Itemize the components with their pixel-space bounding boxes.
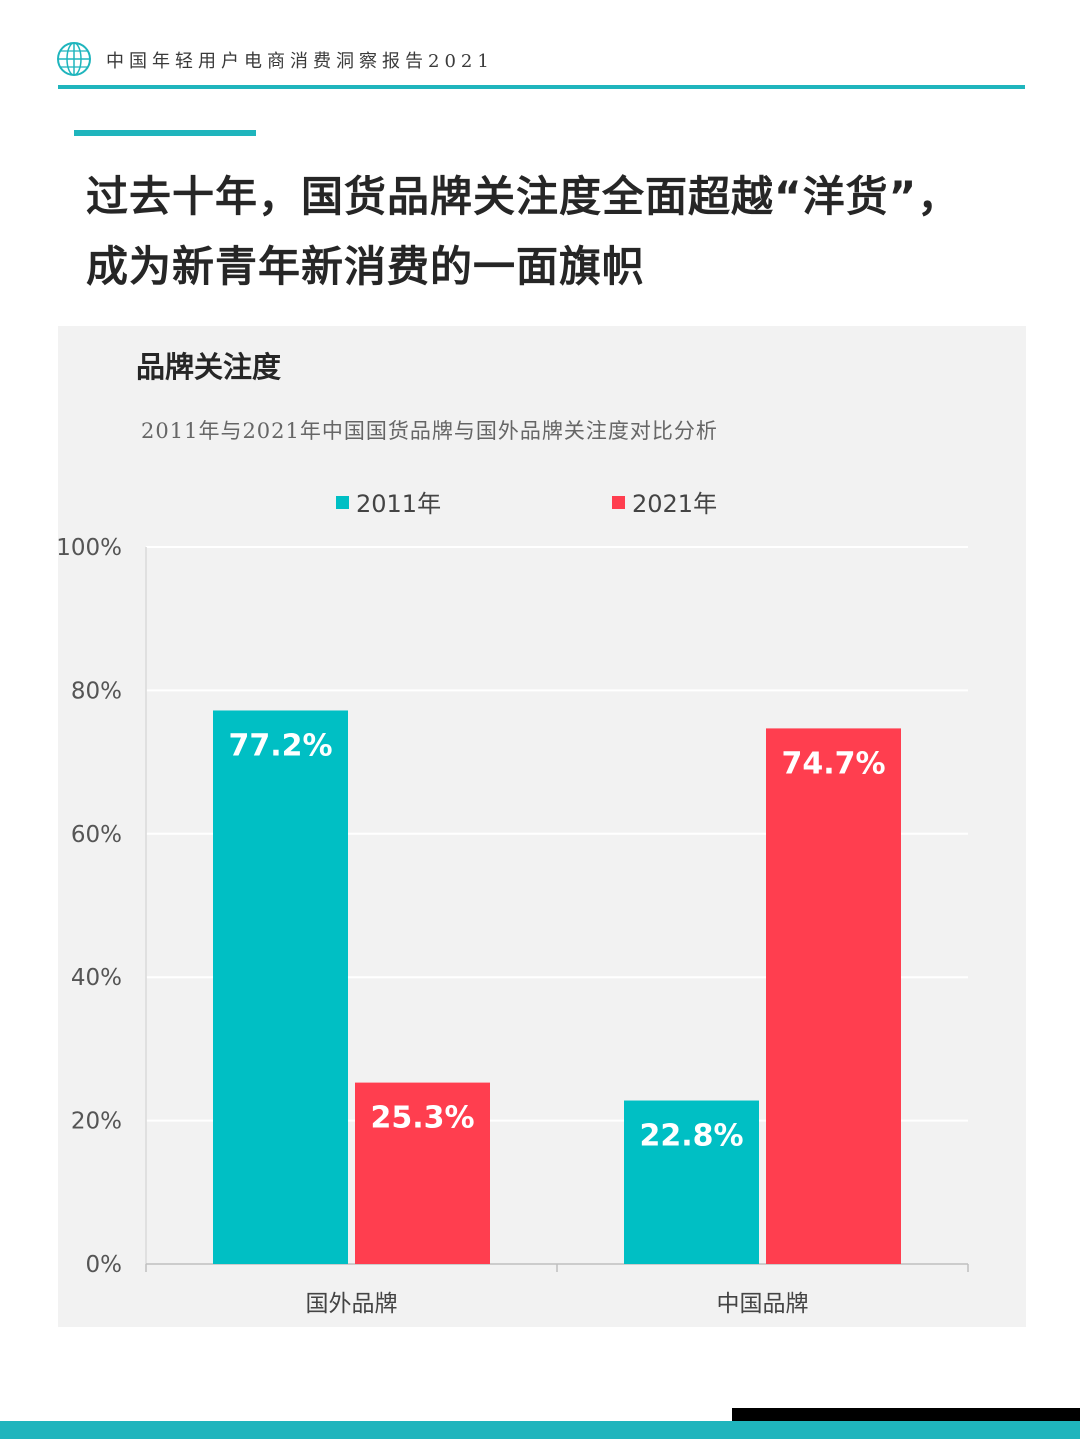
footer-teal-bar (0, 1421, 1080, 1439)
legend-label: 2021年 (632, 490, 717, 518)
bar (355, 1082, 490, 1264)
bar (213, 710, 348, 1264)
footer-black-bar (732, 1408, 1080, 1421)
headline-line-1: 过去十年，国货品牌关注度全面超越“洋货”， (86, 172, 961, 221)
globe-icon (57, 42, 91, 76)
header-divider (58, 85, 1025, 89)
x-tick-label: 中国品牌 (717, 1291, 809, 1317)
x-tick-label: 国外品牌 (306, 1291, 398, 1317)
legend-label: 2011年 (356, 490, 441, 518)
y-tick-label: 20% (71, 1109, 122, 1135)
bar (624, 1100, 759, 1264)
accent-bar (74, 130, 256, 136)
bar (766, 728, 901, 1264)
legend-swatch (336, 496, 349, 509)
y-tick-label: 60% (71, 822, 122, 848)
data-label: 74.7% (781, 746, 885, 781)
data-label: 22.8% (639, 1119, 743, 1154)
page-headline: 过去十年，国货品牌关注度全面超越“洋货”， 成为新青年新消费的一面旗帜 (86, 162, 1026, 302)
headline-line-2: 成为新青年新消费的一面旗帜 (86, 242, 646, 291)
y-tick-label: 80% (71, 678, 122, 704)
legend-swatch (612, 496, 625, 509)
y-tick-label: 0% (86, 1252, 123, 1278)
chart-subtitle: 2011年与2021年中国国货品牌与国外品牌关注度对比分析 (141, 419, 718, 443)
y-tick-label: 100% (56, 535, 122, 561)
data-label: 25.3% (370, 1101, 474, 1136)
data-label: 77.2% (228, 728, 332, 763)
chart-title: 品牌关注度 (136, 350, 282, 384)
report-title: 中国年轻用户电商消费洞察报告2021 (106, 51, 494, 72)
y-tick-label: 40% (71, 965, 122, 991)
